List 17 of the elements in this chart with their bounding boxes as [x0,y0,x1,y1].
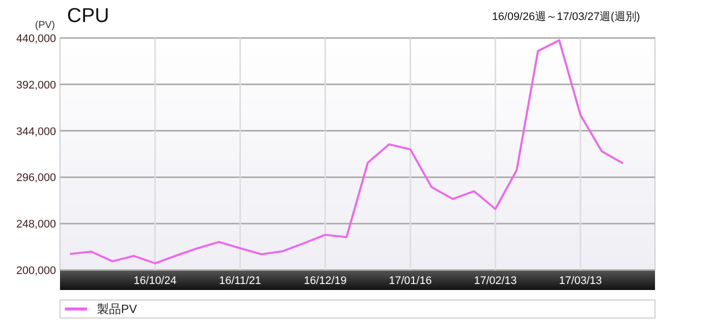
y-tick-label: 440,000 [16,33,56,45]
x-tick-label: 16/12/19 [304,275,347,287]
y-tick-label: 344,000 [16,126,56,138]
x-tick-label: 16/11/21 [219,275,262,287]
y-tick-label: 248,000 [16,218,56,231]
chart-title: CPU [67,5,110,27]
y-axis-title: (PV) [35,20,55,31]
y-tick-label: 296,000 [16,172,56,184]
x-tick-label: 16/10/24 [134,275,176,287]
x-tick-label: 17/01/16 [388,275,432,287]
legend-label: 製品PV [97,302,138,316]
y-tick-label: 200,000 [16,265,56,277]
chart-subtitle: 16/09/26週～17/03/27週(週別) [492,11,640,23]
line-series [69,39,624,264]
y-tick-label: 392,000 [16,79,56,92]
x-tick-label: 17/02/13 [474,275,517,287]
x-tick-label: 17/03/13 [559,275,602,287]
